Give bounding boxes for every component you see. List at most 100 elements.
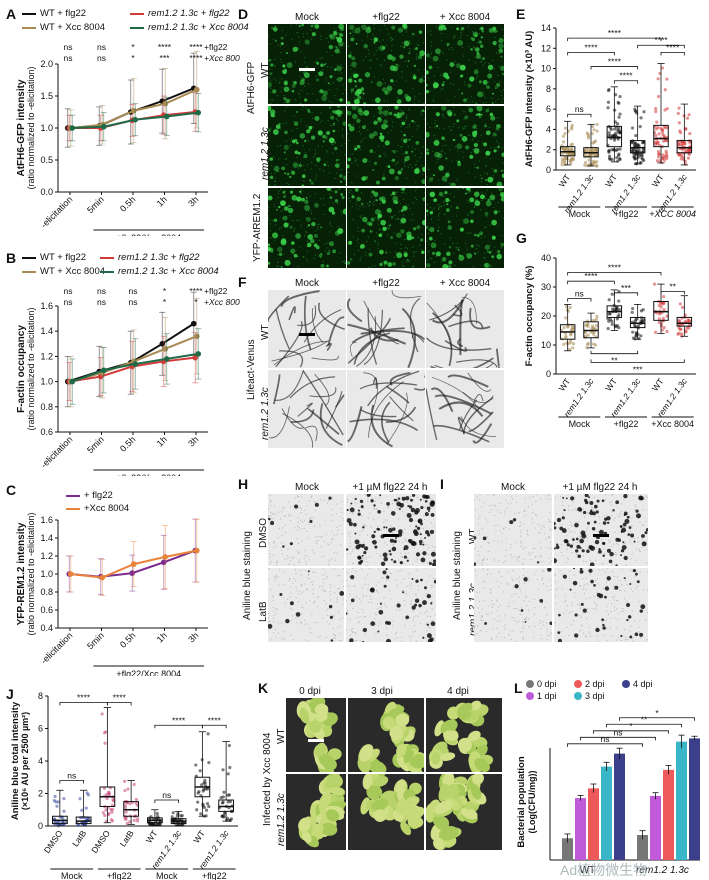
gfp-speck [352, 218, 354, 221]
gfp-speck [489, 114, 491, 116]
background-speck [560, 517, 562, 519]
gfp-speck [323, 213, 325, 216]
gfp-speck [316, 176, 318, 178]
background-speck [346, 553, 348, 555]
gfp-speck [414, 121, 416, 123]
data-point [561, 134, 566, 138]
gfp-puncta [373, 120, 378, 125]
gfp-speck [430, 30, 432, 32]
gfp-puncta [393, 113, 397, 117]
background-speck [613, 588, 615, 591]
gfp-puncta [448, 260, 453, 265]
gfp-speck [340, 209, 342, 212]
gfp-speck [330, 190, 333, 193]
gfp-speck [326, 161, 328, 163]
gfp-speck [294, 164, 297, 166]
gfp-puncta [284, 172, 287, 175]
background-speck [276, 608, 279, 610]
gfp-speck [317, 228, 319, 231]
callose-deposit [621, 527, 627, 533]
actin-filament [271, 340, 329, 362]
background-speck [272, 606, 274, 609]
background-speck [639, 550, 641, 552]
gfp-speck [308, 210, 310, 212]
background-speck [312, 589, 314, 591]
gfp-speck [341, 45, 343, 47]
gfp-speck [467, 98, 469, 100]
background-speck [331, 538, 333, 540]
background-speck [315, 501, 317, 504]
gfp-puncta [275, 124, 281, 130]
gfp-speck [383, 100, 385, 102]
background-speck [516, 501, 518, 504]
gfp-puncta [302, 255, 305, 258]
background-speck [492, 628, 494, 630]
background-speck [298, 501, 300, 503]
background-speck [548, 511, 551, 513]
gfp-puncta [305, 216, 311, 222]
gfp-speck [336, 78, 338, 80]
gfp-puncta [333, 122, 336, 125]
background-speck [491, 606, 493, 609]
sig-bracket [637, 44, 685, 49]
gfp-speck [312, 126, 314, 128]
actin-filament [432, 312, 453, 367]
background-speck [540, 547, 542, 549]
background-speck [366, 534, 369, 536]
background-speck [580, 629, 582, 631]
background-speck [514, 619, 516, 622]
background-speck [510, 547, 512, 549]
gfp-speck [436, 58, 438, 60]
callose-deposit [371, 540, 374, 543]
gfp-speck [352, 31, 354, 33]
x-tick-label: -elicitation [39, 434, 75, 470]
background-speck [374, 617, 376, 620]
box [75, 816, 92, 825]
background-speck [630, 558, 632, 560]
aniline-blue-i-texture [474, 494, 552, 566]
gfp-speck [397, 161, 400, 163]
background-speck [501, 575, 503, 577]
background-speck [402, 589, 405, 592]
gfp-puncta [289, 225, 293, 229]
background-speck [270, 511, 272, 513]
background-speck [639, 551, 641, 553]
gfp-speck [463, 222, 465, 224]
background-speck [282, 507, 284, 509]
data-point [636, 323, 641, 328]
background-speck [310, 494, 312, 496]
gfp-puncta [486, 85, 490, 89]
background-speck [561, 588, 564, 590]
gfp-puncta [467, 83, 472, 88]
background-speck [610, 555, 612, 558]
data-point [633, 142, 637, 146]
background-speck [357, 612, 359, 614]
background-speck [434, 614, 436, 616]
sig-bracket [567, 51, 615, 56]
data-point [654, 142, 658, 146]
gfp-puncta [429, 211, 434, 215]
gfp-puncta [380, 139, 384, 143]
data-point [589, 152, 593, 157]
gfp-puncta [441, 113, 444, 116]
background-speck [637, 541, 639, 543]
background-speck [555, 595, 557, 597]
gfp-puncta [390, 215, 394, 219]
gfp-speck [490, 265, 492, 268]
gfp-speck [289, 99, 291, 101]
gfp-puncta [453, 113, 456, 116]
gfp-speck [344, 180, 346, 182]
gfp-puncta [337, 77, 343, 82]
gfp-speck [365, 125, 367, 127]
callose-deposit [416, 526, 421, 531]
gfp-puncta [311, 221, 316, 227]
gfp-puncta [318, 253, 323, 258]
background-speck [601, 621, 604, 624]
data-point [204, 808, 209, 812]
actin-filament [347, 317, 391, 364]
data-point [160, 559, 167, 566]
gfp-puncta [373, 41, 376, 44]
background-speck [597, 552, 599, 554]
background-speck [549, 578, 551, 581]
gfp-speck [440, 74, 442, 76]
